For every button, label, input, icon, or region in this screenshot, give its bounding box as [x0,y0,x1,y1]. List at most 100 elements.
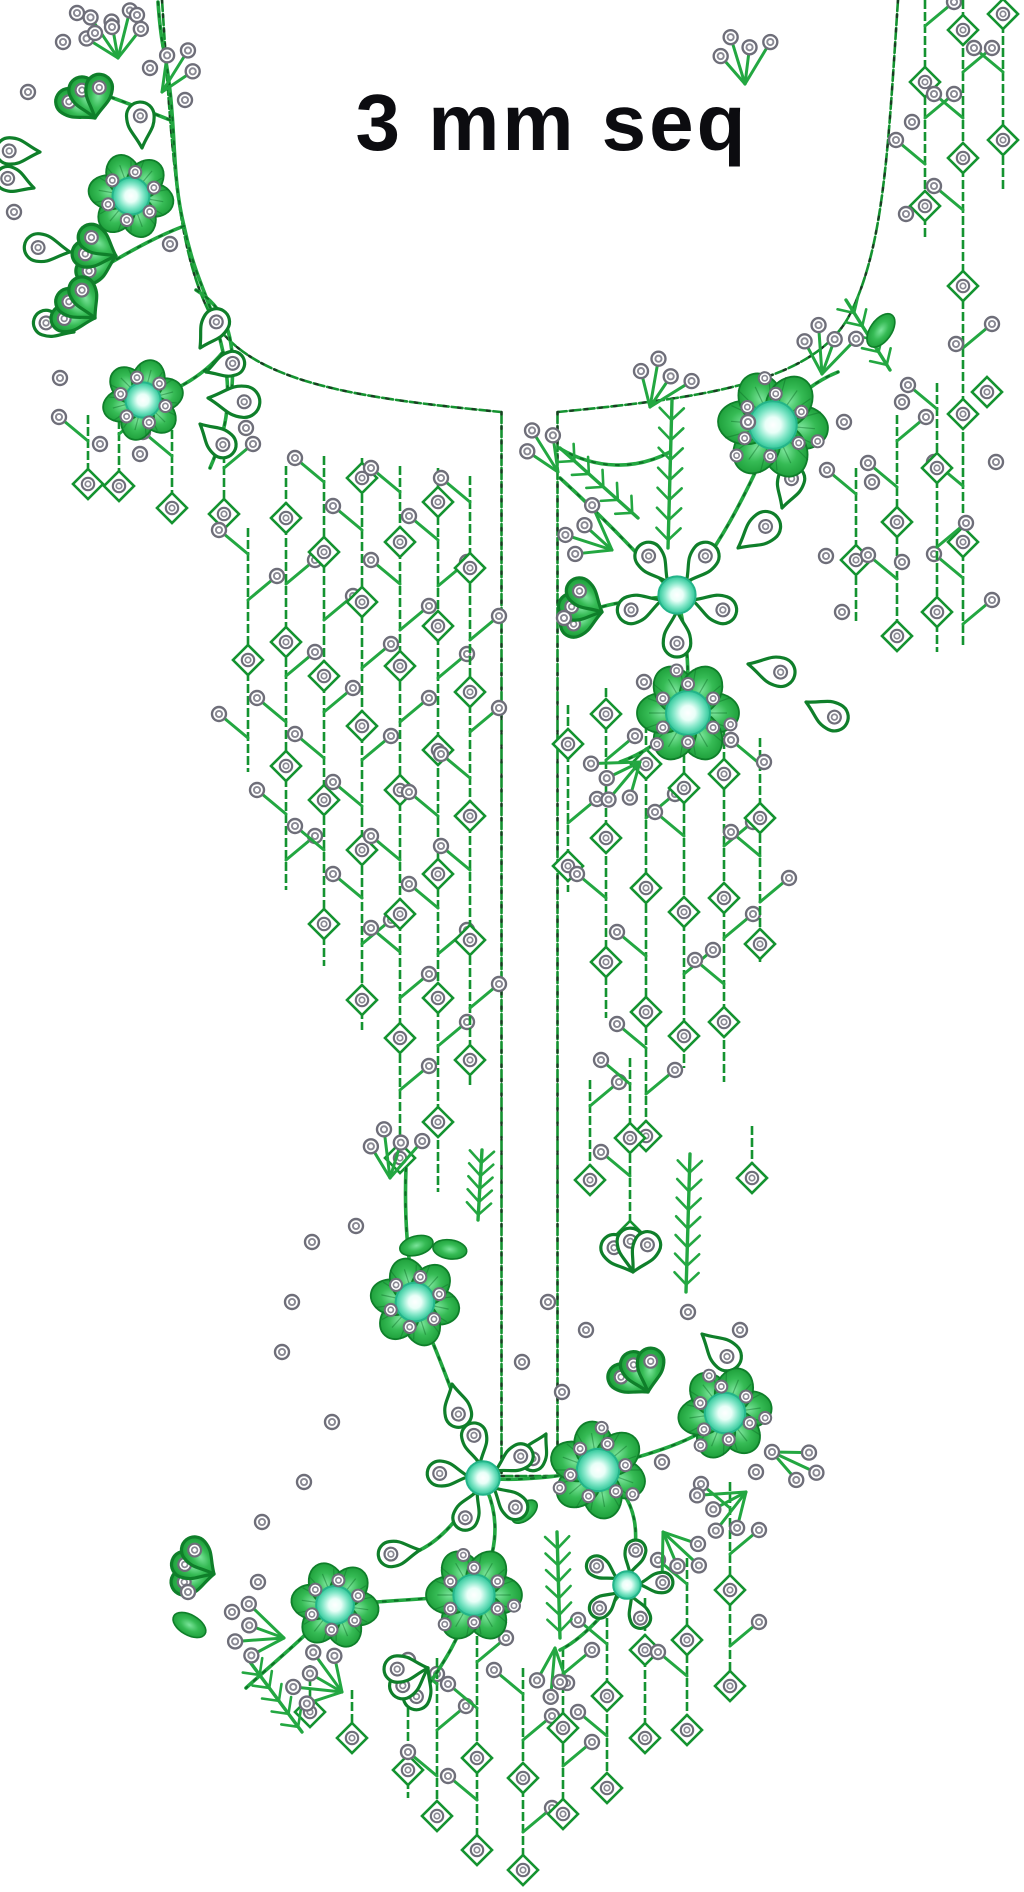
diamond-sequin [589,697,623,731]
sequin-icon [210,705,228,723]
fern-branch [673,1152,704,1294]
petal-leaf-outline [451,1489,481,1532]
sequin-icon [286,817,304,835]
diamond-sequin [307,535,341,569]
leaf-solid [399,1234,434,1257]
sequin-strand [248,466,324,890]
sequin-spray [557,497,614,563]
sequin-icon [899,376,917,394]
diamond-sequin [421,485,455,519]
sequin-icon [542,1688,559,1706]
sequin-icon [758,1410,773,1425]
sequin-icon [929,604,945,620]
petal-leaf-outline [198,422,238,460]
sequin-icon [680,734,696,750]
sequin-icon [662,368,679,385]
sequin-icon [557,526,574,544]
design-title-label: 3 mm seq [355,78,748,167]
sequin-icon [304,1607,319,1622]
diamond-sequin [345,983,379,1017]
sequin-icon [362,1138,380,1155]
sequin-icon [714,1379,729,1394]
sequin-icon [553,1383,571,1401]
sequin-icon [623,602,639,618]
sequin-icon [490,699,508,717]
sequin-icon [400,1762,416,1778]
sequin-icon [758,518,774,534]
sequin-icon [796,333,813,350]
sequin-icon [653,1453,671,1471]
flower-teardrop [425,1421,535,1532]
flower-solid [717,371,829,478]
sequin-icon [693,1438,708,1453]
sequin-icon [763,1443,781,1461]
sequin-icon [577,1321,595,1339]
sequin-icon [249,1573,267,1591]
teardrop-trio [382,1654,433,1712]
sequin-icon [592,1143,610,1161]
diamond-sequin [629,871,663,905]
petal-leaf-outline [746,655,797,689]
sequin-icon [119,212,134,228]
diamond-sequin [713,1573,747,1607]
sequin-strand [286,449,362,966]
sequin-icon [237,419,255,437]
diamond-sequin [453,675,487,709]
sequin-icon [573,1441,588,1456]
sequin-icon [443,1574,458,1589]
sequin-icon [599,1688,615,1704]
sequin-icon [560,736,576,752]
sequin-icon [731,1321,749,1339]
sequin-icon [54,33,72,51]
sequin-icon [208,314,224,330]
sequin-icon [893,393,911,411]
sequin-icon [742,1415,757,1431]
sequin-icon [430,494,446,510]
sequin-icon [283,1293,301,1311]
sequin-icon [686,951,704,969]
petal-leaf-outline [630,1230,663,1274]
teardrop-trio [606,1346,666,1394]
sequin-icon [184,63,201,80]
diamond-sequin [383,525,417,559]
diamond-sequin [420,1799,454,1833]
sequin-icon [439,1767,457,1785]
sequin-icon [983,315,1001,333]
sequin-icon [744,905,762,923]
diamond-sequin [970,375,1004,409]
sequin-icon [693,1395,708,1411]
sequin-icon [683,372,700,390]
sequin-icon [248,689,266,707]
sequin-icon [490,1601,505,1616]
sequin-icon [420,1057,438,1075]
sequin-icon [443,1601,458,1616]
sequin-icon [917,198,933,214]
sequin-icon [402,1319,417,1334]
petal-leaf-outline [0,136,42,166]
sequin-icon [432,745,450,763]
sequin-icon [583,1641,601,1659]
sequin-icon [552,1480,567,1495]
sequin-icon [82,9,99,26]
petal-leaf-outline [804,699,850,733]
sequin-spray [285,1644,344,1712]
sequin-icon [539,1293,557,1311]
diamond-sequin [946,269,980,303]
sequin-strand [432,469,508,1086]
sequin-icon [513,1353,531,1371]
diamond-sequin [743,801,777,835]
sequin-icon [142,204,157,219]
diamond-sequin [628,1721,662,1755]
diamond-sequin [335,1721,369,1755]
sequin-icon [945,85,963,103]
diamond-sequin [421,609,455,643]
sequin-icon [618,1458,633,1473]
sequin-strand [546,1641,601,1831]
sequin-icon [594,1420,609,1435]
diamond-sequin [670,1623,704,1657]
sequin-icon [83,229,99,245]
sequin-icon [947,335,965,353]
sequin-icon [456,1548,471,1563]
diamond-sequin [383,897,417,931]
sequin-strand [686,728,762,1082]
